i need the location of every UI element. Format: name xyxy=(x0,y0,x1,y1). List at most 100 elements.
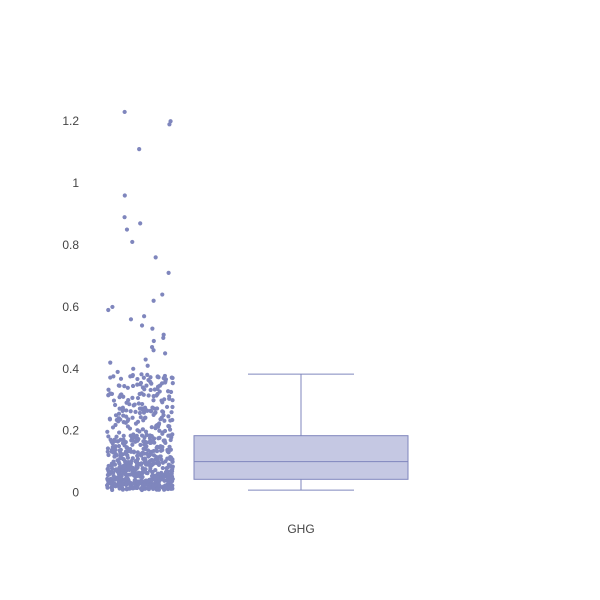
data-point xyxy=(131,366,136,371)
data-point xyxy=(105,472,110,478)
x-category-label: GHG xyxy=(287,522,314,536)
data-point xyxy=(133,439,138,444)
data-point xyxy=(115,369,120,375)
data-point xyxy=(154,445,159,451)
data-point xyxy=(112,402,118,408)
data-point xyxy=(122,109,127,115)
data-point xyxy=(153,255,158,260)
data-point xyxy=(121,433,126,438)
data-point xyxy=(155,386,160,391)
data-point xyxy=(123,472,128,477)
data-point xyxy=(105,429,110,434)
data-point xyxy=(160,409,165,414)
data-point xyxy=(170,404,175,410)
y-tick-label: 1 xyxy=(72,176,79,190)
data-point xyxy=(151,298,156,303)
data-point xyxy=(111,449,116,454)
data-point xyxy=(168,476,174,481)
data-point xyxy=(131,473,137,478)
data-point xyxy=(131,432,136,437)
data-point xyxy=(160,447,165,453)
data-point xyxy=(166,472,171,478)
data-point xyxy=(109,391,115,397)
data-point xyxy=(127,480,132,485)
data-point xyxy=(125,466,131,472)
data-point xyxy=(150,405,155,410)
data-point xyxy=(112,476,117,481)
data-point xyxy=(128,317,134,322)
data-point xyxy=(122,443,127,448)
data-point xyxy=(145,363,150,368)
data-point xyxy=(149,381,154,386)
data-point xyxy=(155,374,160,379)
data-point xyxy=(157,428,162,433)
data-point xyxy=(142,482,148,488)
data-point xyxy=(117,430,122,435)
jitter-points xyxy=(104,109,175,493)
data-point xyxy=(138,442,143,448)
data-point xyxy=(117,480,122,486)
data-point xyxy=(121,420,126,425)
data-point xyxy=(109,485,114,490)
data-point xyxy=(162,373,168,379)
data-point xyxy=(134,466,139,471)
data-point xyxy=(106,469,111,474)
data-point xyxy=(120,485,125,490)
data-point xyxy=(144,440,149,445)
data-point xyxy=(153,410,158,415)
data-point xyxy=(117,461,122,466)
data-point xyxy=(149,449,154,455)
data-point xyxy=(106,434,111,439)
data-point xyxy=(143,429,149,434)
data-point xyxy=(150,473,156,478)
data-point xyxy=(161,438,166,443)
data-point xyxy=(165,389,171,394)
x-axis: GHG xyxy=(287,522,314,536)
data-point xyxy=(111,459,116,464)
data-point xyxy=(141,418,146,423)
data-point xyxy=(146,393,151,398)
data-point xyxy=(165,478,170,483)
data-point xyxy=(114,434,119,439)
y-tick-label: 0.4 xyxy=(62,362,79,376)
data-point xyxy=(106,463,111,469)
data-point xyxy=(130,239,135,245)
data-point xyxy=(135,462,140,467)
data-point xyxy=(140,427,145,432)
data-point xyxy=(118,450,123,455)
data-point xyxy=(109,439,114,444)
data-point xyxy=(158,454,163,459)
data-point xyxy=(138,380,144,386)
data-point xyxy=(161,332,166,337)
data-point xyxy=(151,394,156,399)
data-point xyxy=(123,451,128,456)
y-tick-label: 1.2 xyxy=(62,114,79,128)
data-point xyxy=(167,486,172,491)
data-point xyxy=(168,119,173,124)
data-point xyxy=(126,472,132,477)
data-point xyxy=(158,444,163,449)
data-point xyxy=(137,429,142,434)
data-point xyxy=(149,425,154,430)
data-point xyxy=(111,398,117,403)
data-point xyxy=(116,468,121,473)
interquartile-box xyxy=(193,435,409,480)
data-point xyxy=(116,444,122,449)
data-point xyxy=(106,452,111,458)
data-point xyxy=(153,457,158,462)
data-point xyxy=(151,398,156,403)
data-point xyxy=(135,453,140,458)
data-point xyxy=(116,419,121,424)
data-point xyxy=(109,481,114,487)
data-point xyxy=(124,482,129,488)
data-point xyxy=(145,372,150,377)
data-point xyxy=(124,400,129,405)
data-point xyxy=(141,392,146,397)
data-point xyxy=(127,486,132,491)
data-point xyxy=(105,446,111,451)
data-point xyxy=(168,418,173,423)
data-point xyxy=(147,440,153,446)
data-point xyxy=(162,418,167,423)
data-point xyxy=(163,351,168,356)
